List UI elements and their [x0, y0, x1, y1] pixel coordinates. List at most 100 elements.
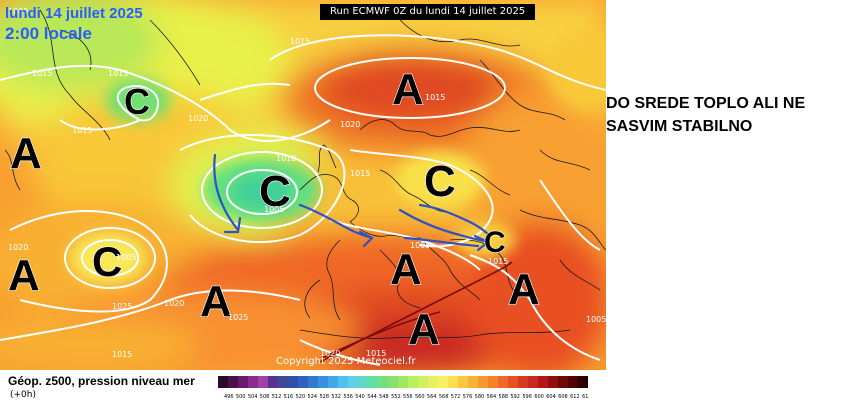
legend-swatch [528, 376, 538, 388]
legend-value: 520 [296, 394, 306, 400]
svg-text:1020: 1020 [8, 243, 28, 252]
color-scale-legend: 496 500 504 508 512 516 520 524 528 532 536 540 544 5… [218, 376, 588, 400]
legend-value: 588 [499, 394, 509, 400]
isobars [0, 34, 606, 366]
legend-value: 500 [236, 394, 246, 400]
legend-value: 544 [367, 394, 377, 400]
legend-value: 528 [319, 394, 329, 400]
legend-swatch [288, 376, 298, 388]
legend-value: 600 [534, 394, 544, 400]
legend-swatch [388, 376, 398, 388]
legend-swatch [318, 376, 328, 388]
svg-text:1025: 1025 [112, 302, 132, 311]
svg-text:1015: 1015 [366, 349, 386, 358]
headline-line-1: DO SREDE TOPLO ALI NE [606, 95, 806, 112]
legend-swatch [358, 376, 368, 388]
legend-value: 536 [343, 394, 353, 400]
legend-swatch [498, 376, 508, 388]
legend-value: 508 [260, 394, 270, 400]
legend-value: 568 [439, 394, 449, 400]
forecast-map: A A A A A A A C C C C C 1005 1015 1015 1… [0, 0, 606, 370]
legend-value: 496 [224, 394, 234, 400]
legend-value: 576 [463, 394, 473, 400]
legend-swatch [378, 376, 388, 388]
movement-arrows [213, 153, 492, 252]
legend-value: 584 [487, 394, 497, 400]
headline: DO SREDE TOPLO ALI NE SASVIM STABILNO [606, 92, 850, 138]
legend-swatch [278, 376, 288, 388]
legend-swatch [328, 376, 338, 388]
high-pressure-label: A [392, 65, 424, 114]
legend-swatch [238, 376, 248, 388]
svg-text:1020: 1020 [320, 349, 340, 358]
high-pressure-label: A [408, 305, 440, 354]
legend-swatch [488, 376, 498, 388]
svg-text:1020: 1020 [188, 114, 208, 123]
svg-text:1005: 1005 [264, 205, 284, 214]
svg-text:1015: 1015 [112, 350, 132, 359]
legend-value: 564 [427, 394, 437, 400]
legend-swatch [418, 376, 428, 388]
legend-swatch [338, 376, 348, 388]
legend-swatch [248, 376, 258, 388]
legend-swatch [508, 376, 518, 388]
legend-swatch [548, 376, 558, 388]
legend-swatch [578, 376, 588, 388]
legend-swatch [228, 376, 238, 388]
legend-swatch [258, 376, 268, 388]
legend-swatch [218, 376, 228, 388]
legend-value: 516 [284, 394, 294, 400]
svg-text:1010: 1010 [276, 154, 296, 163]
high-pressure-label: A [200, 277, 232, 326]
isobar-labels: 1005 1015 1015 1015 1020 1015 1015 1010 … [8, 7, 606, 359]
svg-text:1015: 1015 [72, 126, 92, 135]
legend-swatch [308, 376, 318, 388]
legend-value: 616 [582, 394, 588, 400]
low-pressure-label: C [259, 167, 291, 216]
svg-text:1005: 1005 [8, 7, 28, 16]
legend-value: 540 [355, 394, 365, 400]
trajectory-lines [319, 261, 513, 363]
svg-text:1020: 1020 [340, 120, 360, 129]
legend-value: 596 [522, 394, 532, 400]
legend-value: 560 [415, 394, 425, 400]
forecast-time: 2:00 locale [5, 24, 92, 43]
model-run-label: Run ECMWF 0Z du lundi 14 juillet 2025 [320, 4, 536, 20]
low-pressure-label: C [484, 226, 506, 259]
legend-value: 504 [248, 394, 258, 400]
svg-text:1015: 1015 [425, 93, 445, 102]
forecast-offset: (+0h) [10, 390, 36, 400]
svg-text:1025: 1025 [228, 313, 248, 322]
legend-swatch [478, 376, 488, 388]
legend-swatch [568, 376, 578, 388]
legend-value: 604 [546, 394, 556, 400]
legend-value: 548 [379, 394, 389, 400]
legend-swatch [558, 376, 568, 388]
legend-swatch [518, 376, 528, 388]
svg-text:1015: 1015 [488, 257, 508, 266]
legend-swatch [368, 376, 378, 388]
legend-swatch [268, 376, 278, 388]
legend-value: 572 [451, 394, 461, 400]
legend-value: 556 [403, 394, 413, 400]
svg-text:1015: 1015 [290, 37, 310, 46]
low-pressure-label: C [124, 81, 150, 122]
legend-swatch [538, 376, 548, 388]
svg-text:1005: 1005 [410, 241, 430, 250]
legend-swatch [458, 376, 468, 388]
forecast-date: lundi 14 juillet 2025 [5, 5, 143, 22]
legend-value: 532 [331, 394, 341, 400]
legend-value: 608 [558, 394, 568, 400]
svg-text:1005: 1005 [586, 315, 606, 324]
legend-swatch [428, 376, 438, 388]
legend-value: 592 [510, 394, 520, 400]
legend-value: 512 [272, 394, 282, 400]
legend-value: 580 [475, 394, 485, 400]
legend-value: 524 [308, 394, 318, 400]
legend-value: 612 [570, 394, 580, 400]
high-pressure-label: A [390, 245, 422, 294]
svg-text:1015: 1015 [32, 69, 52, 78]
map-caption: Géop. z500, pression niveau mer [8, 374, 195, 388]
headline-line-2: SASVIM STABILNO [606, 118, 753, 135]
legend-swatch [398, 376, 408, 388]
